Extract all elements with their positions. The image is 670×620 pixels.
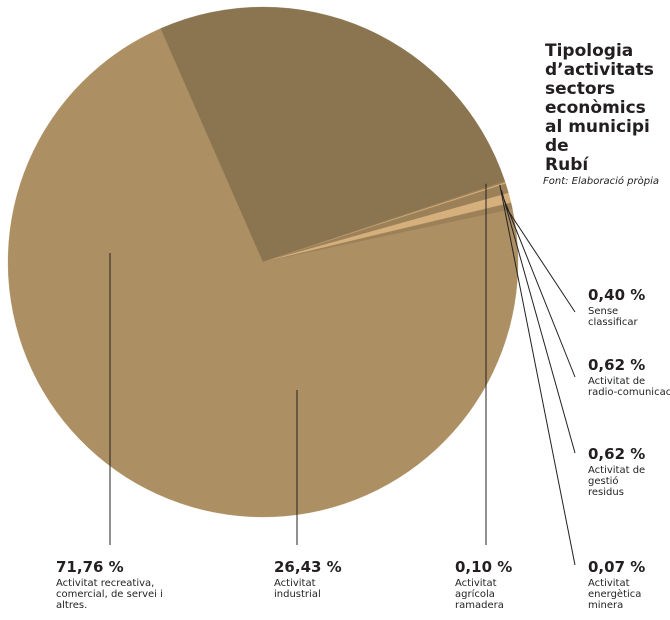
category-label: Activitat industrial	[274, 578, 321, 600]
pie-slice	[262, 202, 513, 263]
pie-slice	[7, 28, 519, 518]
leader-line	[499, 184, 576, 566]
chart-source: Font: Elaboració pròpia	[543, 176, 660, 187]
category-label: Activitat de gestió residus	[588, 465, 645, 498]
category-label: Sense classificar	[588, 306, 639, 328]
value-label: 0,40 %	[588, 286, 645, 304]
value-label: 0,07 %	[588, 558, 645, 576]
leader-line	[505, 206, 576, 313]
leader-line	[503, 199, 576, 378]
value-label: 0,62 %	[588, 445, 645, 463]
category-label: Activitat agrícola ramadera	[455, 578, 504, 611]
value-label: 71,76 %	[56, 558, 124, 576]
category-label: Activitat recreativa, comercial, de serve…	[56, 578, 163, 611]
value-label: 0,10 %	[455, 558, 512, 576]
pie-slice	[160, 6, 505, 263]
category-label: Activitat energètica minera	[588, 578, 641, 611]
leader-line	[500, 189, 576, 454]
value-label: 26,43 %	[274, 558, 342, 576]
chart-title: Tipologia d’activitats sectors econòmics…	[545, 42, 654, 175]
value-label: 0,62 %	[588, 356, 645, 374]
